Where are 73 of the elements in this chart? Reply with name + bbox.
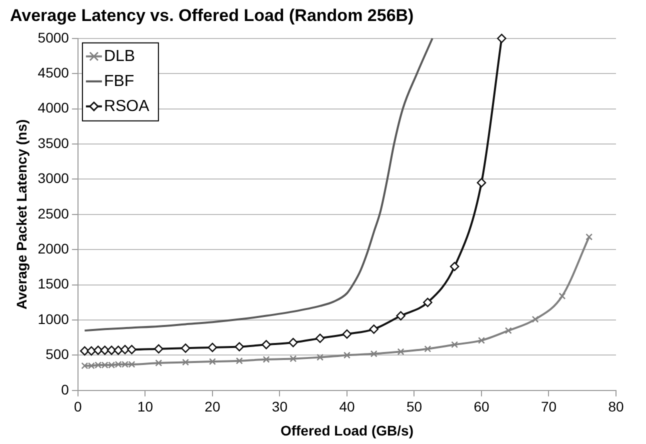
point (208, 342, 218, 352)
point (208, 358, 216, 366)
point (315, 334, 325, 343)
x-tick-label: 50 (406, 398, 422, 415)
legend-label: FBF (104, 72, 134, 90)
x-tick-label: 80 (608, 398, 624, 415)
point (154, 344, 164, 354)
point (370, 350, 378, 358)
point (100, 346, 110, 355)
x-tick-label: 10 (137, 398, 154, 415)
y-tick-label: 2000 (38, 240, 70, 256)
point (290, 355, 297, 362)
point (88, 362, 95, 370)
line-series (84, 37, 434, 332)
point (451, 341, 458, 348)
point (396, 311, 406, 320)
point (155, 359, 162, 366)
x-tick-label: 40 (339, 398, 355, 415)
point (101, 362, 108, 369)
x-tick-label: 30 (272, 398, 288, 415)
legend-label: RSOA (104, 98, 150, 115)
y-axis-title: Average Packet Latency (ns) (13, 119, 30, 310)
point (316, 354, 324, 361)
point (122, 360, 129, 368)
point (128, 360, 136, 368)
y-tick-label: 3500 (38, 134, 70, 151)
y-tick-label: 3000 (38, 170, 70, 186)
point (182, 358, 190, 366)
y-tick-label: 4000 (38, 100, 70, 116)
y-tick-label: 4500 (38, 64, 70, 80)
y-tick-label: 0 (61, 381, 70, 398)
point (81, 362, 88, 370)
x-tick-label: 70 (540, 398, 557, 415)
point (180, 344, 190, 353)
point (450, 262, 460, 272)
point (343, 352, 350, 359)
y-tick-label: 1500 (38, 276, 70, 292)
x-axis-title: Offered Load (GB/s) (280, 422, 414, 438)
legend-label: DLB (104, 48, 136, 65)
point (478, 336, 485, 344)
x-tick-label: 20 (204, 398, 220, 415)
point (342, 329, 352, 339)
point (497, 34, 506, 44)
point (262, 356, 270, 363)
point (558, 292, 566, 300)
point (288, 338, 298, 348)
point (93, 346, 103, 355)
point (234, 342, 244, 352)
point (114, 360, 122, 368)
x-tick-label: 60 (474, 398, 490, 415)
point (476, 178, 486, 188)
point (504, 327, 512, 334)
y-tick-label: 500 (46, 346, 70, 362)
point (108, 362, 116, 369)
point (369, 324, 379, 334)
point (262, 340, 271, 350)
y-tick-label: 1000 (38, 310, 70, 327)
point (94, 362, 102, 369)
y-tick-label: 5000 (38, 29, 70, 46)
y-tick-label: 2500 (38, 205, 70, 222)
point (424, 345, 432, 352)
point (397, 348, 404, 356)
point (80, 346, 90, 356)
point (86, 346, 96, 356)
chart-title: Average Latency vs. Offered Load (Random 256B) (10, 6, 414, 25)
x-tick-label: 0 (74, 398, 82, 415)
point (532, 316, 539, 323)
point (106, 346, 116, 355)
point (423, 298, 432, 308)
point (236, 357, 243, 364)
point (127, 344, 136, 354)
point (120, 344, 130, 354)
point (586, 233, 593, 240)
